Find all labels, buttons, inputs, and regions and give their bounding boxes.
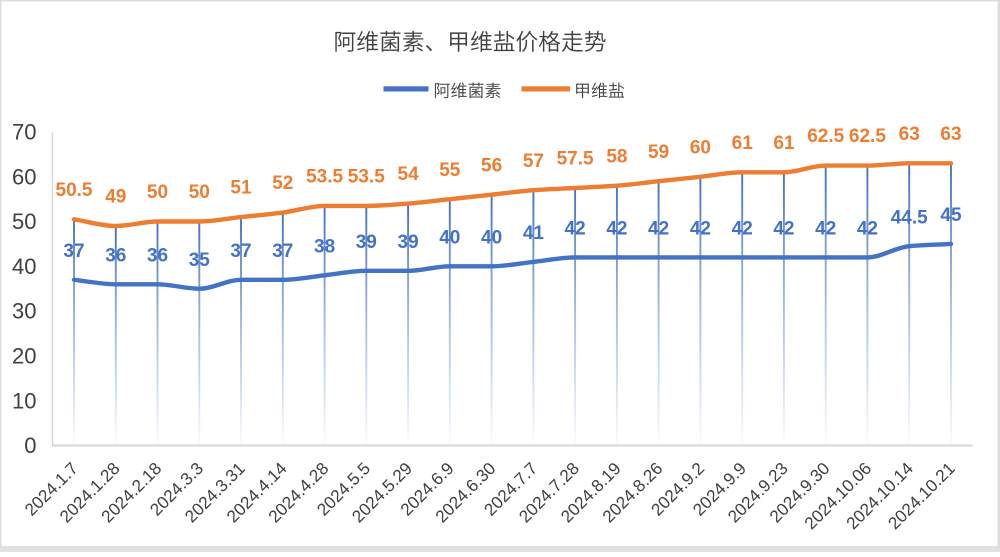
svg-text:42: 42 bbox=[732, 219, 753, 240]
svg-text:62.5: 62.5 bbox=[807, 126, 844, 147]
svg-text:42: 42 bbox=[773, 219, 794, 240]
svg-text:41: 41 bbox=[523, 223, 545, 244]
svg-text:55: 55 bbox=[439, 160, 461, 181]
svg-text:62.5: 62.5 bbox=[849, 126, 886, 147]
svg-text:54: 54 bbox=[398, 164, 420, 185]
svg-text:36: 36 bbox=[147, 245, 168, 266]
svg-text:36: 36 bbox=[105, 245, 126, 266]
svg-text:57.5: 57.5 bbox=[557, 149, 594, 170]
svg-text:0: 0 bbox=[24, 433, 36, 458]
svg-text:42: 42 bbox=[565, 219, 586, 240]
svg-text:38: 38 bbox=[314, 236, 335, 257]
svg-text:10: 10 bbox=[12, 388, 36, 413]
svg-text:39: 39 bbox=[356, 232, 377, 253]
svg-text:37: 37 bbox=[230, 241, 251, 262]
svg-text:59: 59 bbox=[648, 142, 669, 163]
svg-text:53.5: 53.5 bbox=[306, 167, 343, 188]
svg-text:42: 42 bbox=[815, 219, 836, 240]
svg-text:40: 40 bbox=[481, 227, 502, 248]
svg-text:42: 42 bbox=[606, 219, 627, 240]
svg-text:60: 60 bbox=[12, 164, 36, 189]
svg-text:50: 50 bbox=[189, 182, 210, 203]
svg-text:61: 61 bbox=[732, 133, 754, 154]
svg-text:63: 63 bbox=[899, 124, 920, 145]
svg-text:39: 39 bbox=[398, 232, 419, 253]
svg-text:30: 30 bbox=[12, 299, 36, 324]
svg-text:49: 49 bbox=[105, 187, 126, 208]
svg-text:42: 42 bbox=[857, 219, 878, 240]
svg-text:61: 61 bbox=[773, 133, 795, 154]
svg-text:45: 45 bbox=[940, 205, 962, 226]
svg-text:52: 52 bbox=[272, 173, 293, 194]
svg-text:58: 58 bbox=[606, 146, 627, 167]
svg-text:63: 63 bbox=[940, 124, 961, 145]
svg-text:37: 37 bbox=[272, 241, 293, 262]
svg-text:53.5: 53.5 bbox=[348, 167, 385, 188]
svg-text:56: 56 bbox=[481, 155, 502, 176]
svg-text:20: 20 bbox=[12, 344, 36, 369]
svg-text:42: 42 bbox=[690, 219, 711, 240]
svg-text:51: 51 bbox=[230, 178, 252, 199]
svg-text:57: 57 bbox=[523, 151, 544, 172]
svg-text:60: 60 bbox=[690, 137, 711, 158]
svg-text:35: 35 bbox=[189, 250, 211, 271]
svg-text:40: 40 bbox=[12, 254, 36, 279]
svg-text:50.5: 50.5 bbox=[56, 180, 93, 201]
svg-text:37: 37 bbox=[63, 241, 84, 262]
svg-text:50: 50 bbox=[12, 209, 36, 234]
svg-text:50: 50 bbox=[147, 182, 168, 203]
svg-text:42: 42 bbox=[648, 219, 669, 240]
svg-text:70: 70 bbox=[12, 120, 36, 145]
svg-text:44.5: 44.5 bbox=[891, 207, 928, 228]
svg-text:40: 40 bbox=[439, 227, 460, 248]
